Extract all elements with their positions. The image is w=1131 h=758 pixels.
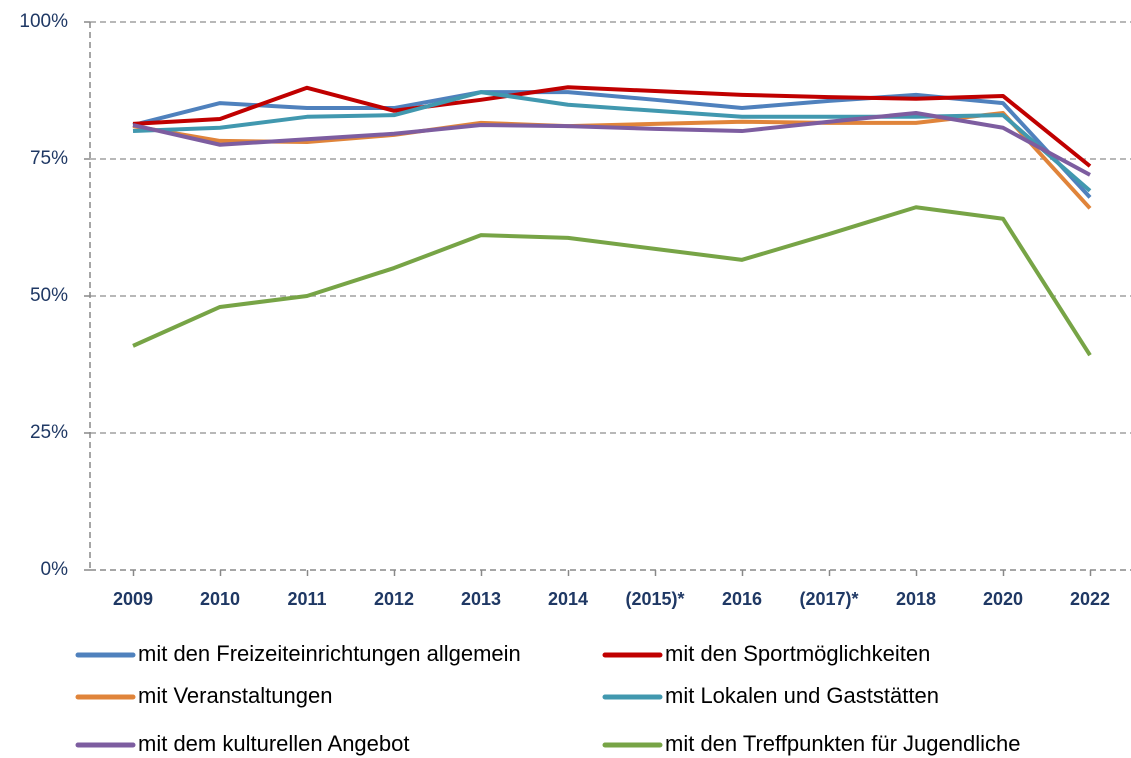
series-line [132,90,1092,199]
x-tick-label: 2016 [722,589,762,609]
y-tick-label: 75% [30,148,68,169]
x-tick-label: 2014 [548,589,588,609]
y-tick-label: 0% [41,559,69,580]
legend-label: mit den Freizeiteinrichtungen allgemein [138,641,521,666]
y-tick-label: 100% [19,11,68,32]
x-tick-label: 2012 [374,589,414,609]
x-tick-label: 2022 [1070,589,1110,609]
y-tick-label: 25% [30,422,68,443]
legend-label: mit Lokalen und Gaststätten [665,683,939,708]
x-tick-label: (2017)* [799,589,858,609]
x-tick-label: 2020 [983,589,1023,609]
x-tick-label: 2013 [461,589,501,609]
legend-label: mit den Treffpunkten für Jugendliche [665,731,1020,756]
x-tick-label: 2010 [200,589,240,609]
legend-label: mit den Sportmöglichkeiten [665,641,930,666]
series-line [132,85,1092,168]
series-line [132,110,1091,177]
legend-label: mit Veranstaltungen [138,683,332,708]
series-line [132,205,1092,357]
x-tick-label: 2011 [287,589,326,609]
legend-label: mit dem kulturellen Angebot [138,731,410,756]
x-tick-label: 2018 [896,589,936,609]
x-tick-label: (2015)* [625,589,684,609]
y-tick-label: 50% [30,285,68,306]
x-tick-label: 2009 [113,589,153,609]
